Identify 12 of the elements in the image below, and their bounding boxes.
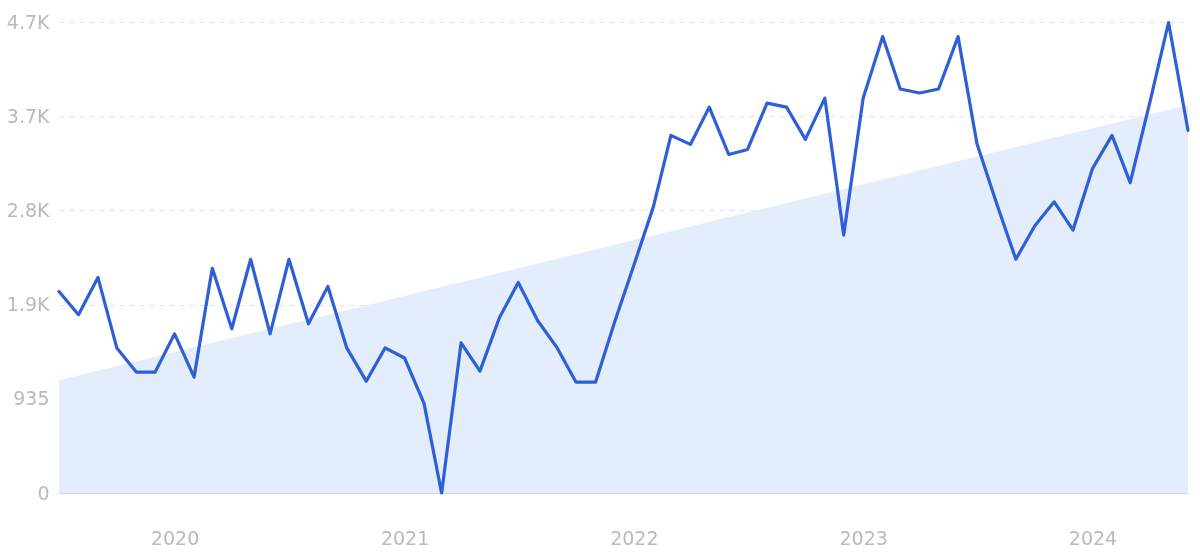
- y-tick-label: 0: [37, 481, 50, 504]
- y-tick-label: 935: [13, 387, 50, 410]
- line-series: [57, 20, 1190, 495]
- x-tick-label: 2024: [1068, 526, 1118, 549]
- y-tick-label: 1.9K: [6, 293, 51, 316]
- y-tick-label: 3.7K: [6, 104, 51, 127]
- y-tick-label: 4.7K: [6, 10, 51, 33]
- x-tick-label: 2023: [839, 526, 888, 549]
- x-tick-label: 2021: [380, 526, 430, 549]
- x-tick-label: 2022: [610, 526, 659, 549]
- x-tick-label: 2020: [150, 526, 200, 549]
- y-tick-label: 2.8K: [6, 198, 51, 221]
